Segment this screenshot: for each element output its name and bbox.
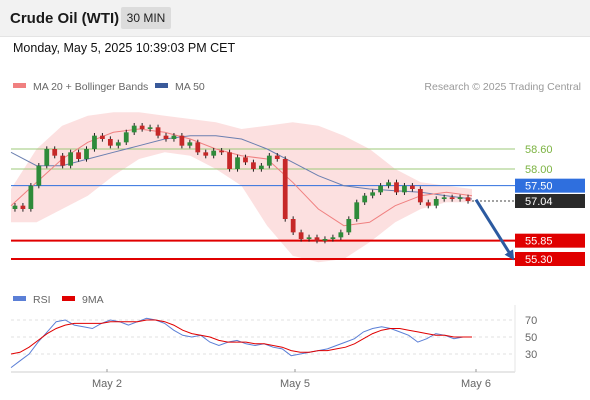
candle-body [44, 149, 50, 166]
candle-body [314, 237, 320, 241]
candle-body [274, 155, 280, 159]
candle-body [211, 150, 217, 156]
candle-body [425, 202, 431, 206]
candle-body [139, 125, 145, 129]
timeframe-badge[interactable]: 30 MIN [121, 7, 171, 29]
legend-swatch-ma50 [155, 83, 168, 88]
last-price-label: 57.04 [525, 196, 553, 208]
time-tick-label: May 5 [280, 378, 310, 390]
candle-body [12, 205, 18, 209]
level-label-58.00: 58.00 [525, 164, 553, 176]
candle-body [107, 139, 113, 146]
time-tick-label: May 6 [461, 378, 491, 390]
candle-body [115, 142, 121, 146]
candle-body [68, 152, 73, 166]
legend-swatch-bollinger [13, 83, 26, 88]
rsi-panel: 70 50 30 [10, 315, 537, 368]
candle-body [60, 155, 66, 166]
candle-body [465, 197, 471, 201]
rsi-tick-50: 50 [525, 332, 537, 344]
candle-body [378, 185, 383, 193]
time-tick-label: May 2 [92, 378, 122, 390]
candle-body [243, 157, 248, 163]
candle-body [338, 232, 344, 238]
legend-label-bollinger: MA 20 + Bollinger Bands [33, 81, 148, 93]
candle-body [386, 182, 391, 186]
candle-body [330, 237, 336, 239]
candle-body [123, 132, 129, 143]
level-tag-55.85 [515, 233, 585, 248]
level-label-57.50: 57.50 [525, 181, 553, 193]
chart-credit: Research © 2025 Trading Central [424, 81, 581, 93]
candle-body [163, 135, 169, 139]
title-bar: Crude Oil (WTI) 30 MIN [0, 0, 590, 37]
level-label-55.85: 55.85 [525, 236, 553, 248]
candle-body [362, 195, 368, 203]
candle-body [410, 185, 415, 189]
candle-body [52, 149, 58, 156]
candle-body [227, 152, 232, 169]
candle-body [322, 239, 328, 241]
candle-body [179, 135, 185, 146]
candle-body [449, 197, 455, 199]
candle-body [155, 127, 161, 136]
candle-body [100, 135, 105, 139]
candle-body [282, 159, 288, 219]
legend-swatch-rsi [13, 296, 26, 301]
candle-body [84, 149, 89, 159]
candle-body [92, 135, 97, 149]
candle-body [370, 192, 376, 196]
candle-body [187, 142, 193, 146]
candle-body [219, 150, 225, 153]
candle-body [20, 205, 26, 209]
last-price-tag [515, 194, 585, 208]
bollinger-band-area [11, 112, 472, 263]
candle-body [290, 219, 296, 233]
candle-body [28, 185, 34, 209]
time-axis: May 2 May 5 May 6 [92, 369, 491, 390]
candle-body [457, 197, 463, 199]
price-panel: 58.60 58.00 57.50 55.85 55.30 57.04 [10, 112, 585, 266]
legend-label-9ma: 9MA [82, 294, 104, 306]
candle-body [171, 135, 177, 139]
candle-body [266, 155, 272, 166]
candle-body [298, 232, 304, 239]
candle-body [346, 219, 352, 233]
instrument-title: Crude Oil (WTI) [10, 10, 120, 27]
candle-body [394, 182, 399, 193]
candle-body [306, 237, 312, 239]
level-label-55.30: 55.30 [525, 254, 553, 266]
rsi-tick-30: 30 [525, 349, 537, 361]
rsi-tick-70: 70 [525, 315, 537, 327]
rsi-series-rsi [10, 317, 472, 368]
rsi-series-9ma [10, 319, 472, 355]
level-label-58.60: 58.60 [525, 144, 553, 156]
candle-body [36, 165, 42, 186]
legend-label-ma50: MA 50 [175, 81, 205, 93]
level-tag-57.50 [515, 178, 585, 193]
chart-timestamp: Monday, May 5, 2025 10:39:03 PM CET [13, 41, 236, 55]
ma20-line [10, 128, 473, 227]
candle-body [441, 197, 447, 199]
candle-body [258, 165, 264, 169]
candle-body [402, 185, 407, 193]
candle-body [235, 157, 240, 169]
candle-body [195, 142, 201, 153]
legend-swatch-9ma [62, 296, 75, 301]
legend-label-rsi: RSI [33, 294, 51, 306]
candle-body [251, 162, 256, 169]
forecast-arrow [474, 198, 515, 261]
candle-body [203, 152, 209, 156]
candle-body [417, 189, 423, 203]
candle-body [433, 199, 439, 206]
level-tag-55.30 [515, 252, 585, 266]
candle-body [147, 127, 153, 129]
candle-body [76, 152, 81, 159]
candle-body [131, 125, 137, 133]
candle-body [354, 202, 360, 219]
